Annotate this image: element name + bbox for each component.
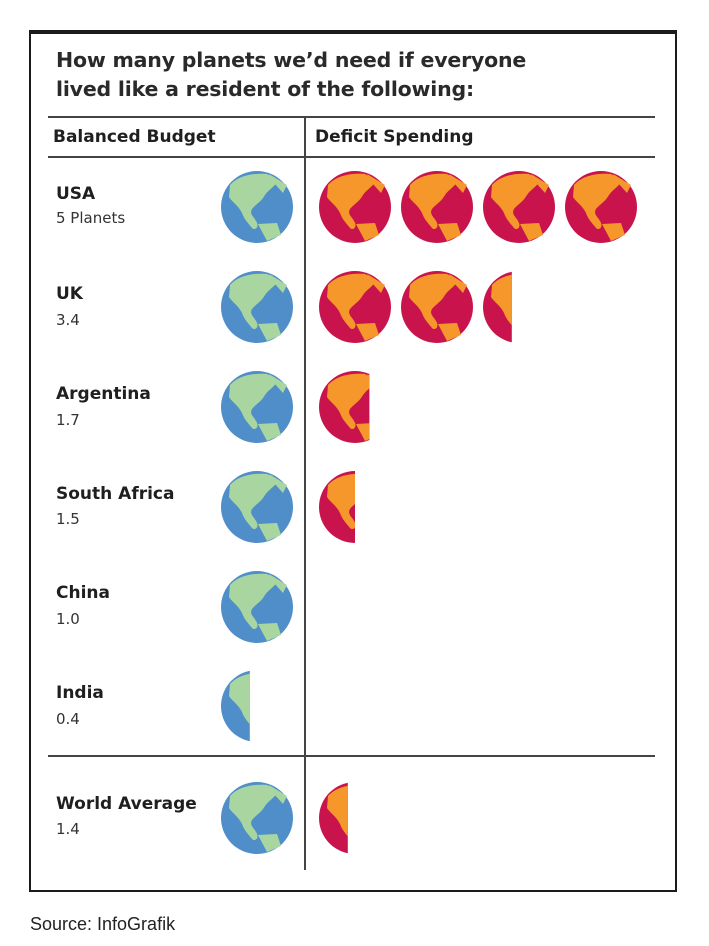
earth-globe-icon-argentina [221,371,293,443]
deficit-globe-icon-south-africa-1 [319,471,355,543]
source-note: Source: InfoGrafik [30,914,176,934]
row-name-world-average: World Average [56,794,197,814]
deficit-globe-icon-argentina-1 [319,371,370,443]
chart-title-line-2: lived like a resident of the following: [56,77,474,101]
row-value-argentina: 1.7 [56,411,80,429]
row-value-china: 1.0 [56,610,80,628]
row-value-usa: 5 Planets [56,209,126,227]
deficit-globe-icon-world-average-1 [319,782,348,854]
chart-title-line-1: How many planets we’d need if everyone [56,48,527,72]
earth-globe-icon-usa [221,171,293,243]
row-value-uk: 3.4 [56,311,80,329]
deficit-globe-icon-uk-3 [483,271,512,343]
deficit-globe-icon-usa-1 [319,171,391,243]
row-name-uk: UK [56,284,83,304]
row-value-south-africa: 1.5 [56,510,80,528]
deficit-globe-icon-uk-1 [319,271,391,343]
earth-globe-icon-china [221,571,293,643]
deficit-globe-icon-uk-2 [401,271,473,343]
row-name-south-africa: South Africa [56,484,175,504]
world-average-separator [48,755,655,757]
column-divider [304,118,306,870]
header-top-rule [48,116,655,118]
deficit-globe-icon-usa-3 [483,171,555,243]
column-header-balanced: Balanced Budget [53,127,216,147]
deficit-globe-icon-usa-2 [401,171,473,243]
earth-globe-icon-world-average [221,782,293,854]
chart-frame [29,30,677,892]
row-name-usa: USA [56,184,96,204]
row-name-china: China [56,583,110,603]
row-value-india: 0.4 [56,710,80,728]
row-name-argentina: Argentina [56,384,151,404]
row-value-world-average: 1.4 [56,820,80,838]
row-name-india: India [56,683,104,703]
deficit-globe-icon-usa-4 [565,171,637,243]
header-bottom-rule [48,156,655,158]
earth-globe-icon-uk [221,271,293,343]
earth-globe-icon-south-africa [221,471,293,543]
column-header-deficit: Deficit Spending [315,127,474,147]
earth-globe-icon-india [221,670,250,742]
